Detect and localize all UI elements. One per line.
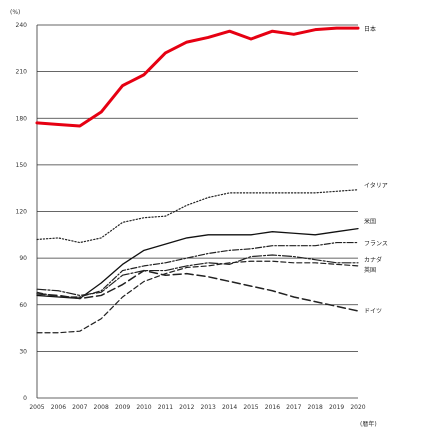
y-tick-label: 90 xyxy=(19,255,27,262)
y-tick-label: 60 xyxy=(19,302,27,309)
series-label: イタリア xyxy=(364,182,388,190)
x-tick-label: 2013 xyxy=(201,404,216,411)
x-tick-label: 2005 xyxy=(29,404,44,411)
y-unit-label: (%) xyxy=(10,9,20,16)
series-line xyxy=(36,227,359,300)
series-label: ドイツ xyxy=(364,308,382,315)
x-tick-label: 2016 xyxy=(265,404,280,411)
x-tick-label: 2010 xyxy=(136,404,151,411)
x-tick-label: 2015 xyxy=(243,404,258,411)
x-unit-label: (暦年) xyxy=(360,420,377,428)
x-tick-label: 2018 xyxy=(308,404,323,411)
x-tick-label: 2014 xyxy=(222,404,237,411)
series-label: 米国 xyxy=(364,218,376,226)
series-label: フランス xyxy=(364,241,388,248)
series-line xyxy=(36,254,359,297)
y-tick-label: 0 xyxy=(23,395,27,402)
x-tick-label: 2009 xyxy=(115,404,130,411)
series-label: 日本 xyxy=(364,25,376,33)
x-tick-label: 2012 xyxy=(179,404,194,411)
y-tick-label: 150 xyxy=(16,162,28,169)
x-tick-label: 2008 xyxy=(94,404,109,411)
y-tick-label: 180 xyxy=(16,115,28,122)
x-tick-label: 2020 xyxy=(350,404,365,411)
series-label: カナダ xyxy=(364,256,382,264)
series-line xyxy=(35,26,360,128)
y-tick-label: 30 xyxy=(19,348,27,355)
series-line xyxy=(36,241,359,298)
y-tick-label: 210 xyxy=(16,69,28,76)
x-tick-label: 2019 xyxy=(329,404,344,411)
series-line xyxy=(36,269,359,312)
x-tick-label: 2007 xyxy=(72,404,87,411)
series-line xyxy=(36,260,359,334)
x-tick-label: 2006 xyxy=(51,404,66,411)
x-tick-label: 2017 xyxy=(286,404,301,411)
series-label: 英国 xyxy=(364,266,376,274)
series-line xyxy=(36,189,359,244)
x-tick-label: 2011 xyxy=(158,404,173,411)
y-tick-label: 240 xyxy=(16,22,28,29)
y-tick-label: 120 xyxy=(16,209,28,216)
